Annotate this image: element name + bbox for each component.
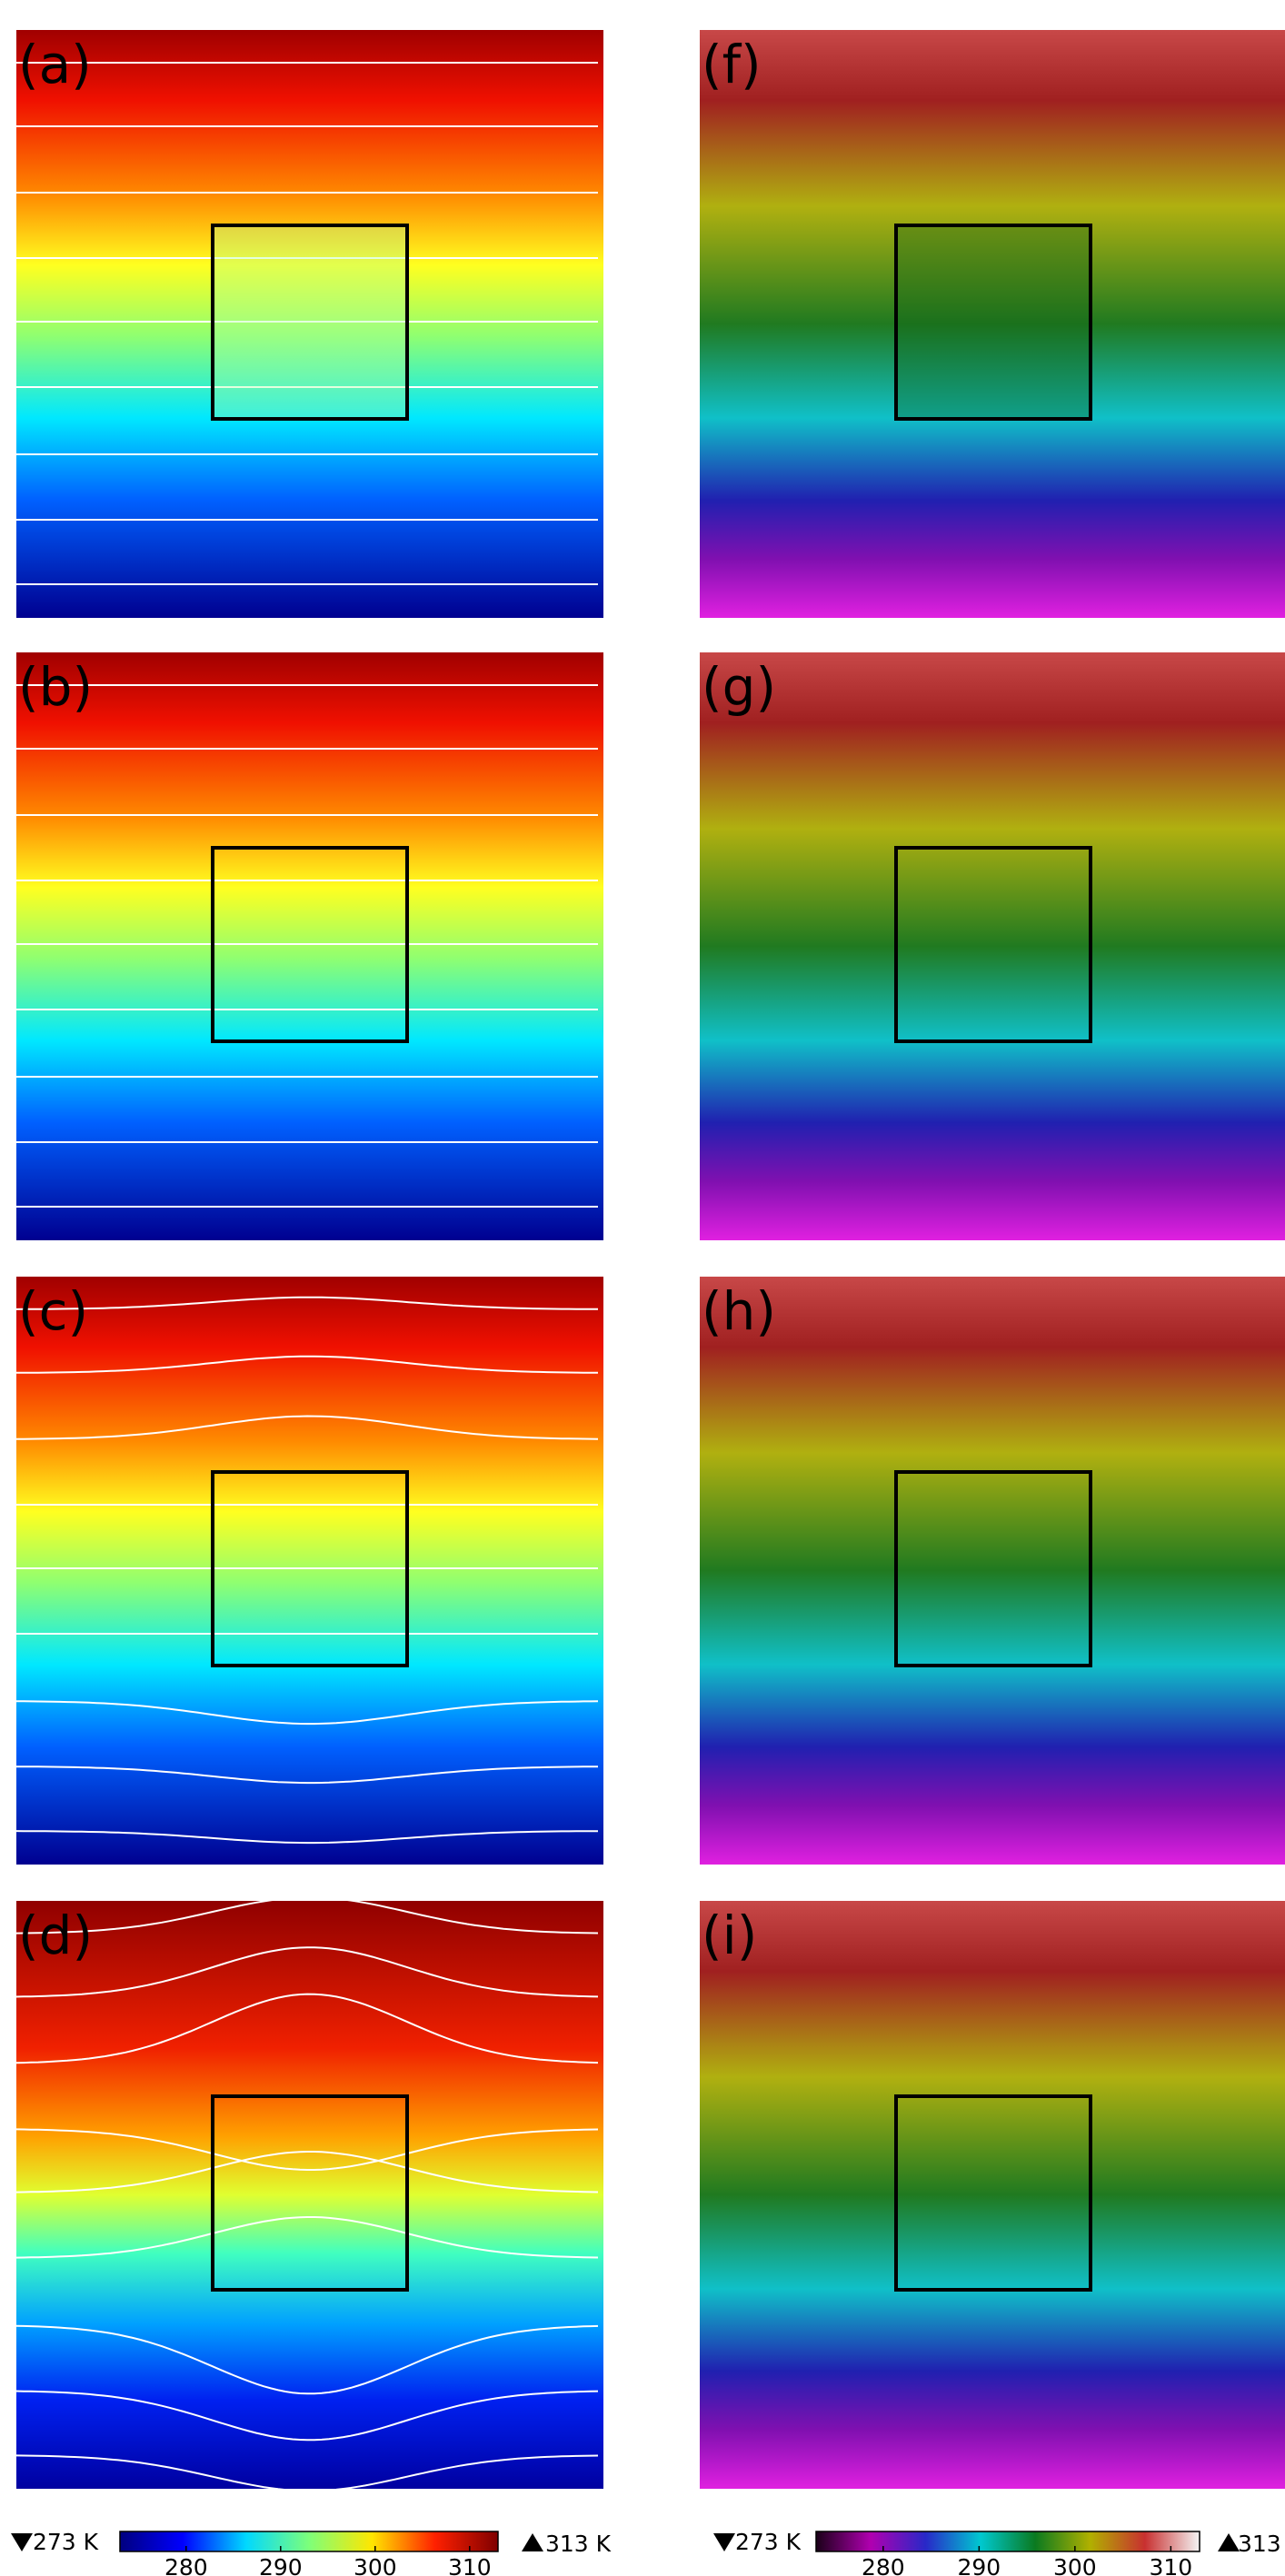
panel: (f)	[700, 30, 1285, 618]
panel-label: (c)	[18, 1280, 88, 1342]
max-label: 313	[1238, 2531, 1281, 2557]
under-triangle	[713, 2533, 735, 2551]
panel: (d)	[16, 1897, 603, 2491]
colorbar-tick-label: 280	[862, 2554, 905, 2576]
panel: (i)	[700, 1901, 1285, 2489]
temperature-field	[16, 1901, 603, 2489]
inclusion-region	[896, 225, 1091, 419]
min-label: 273 K	[735, 2529, 802, 2555]
panel: (c)	[16, 1277, 603, 1865]
panel: (h)	[700, 1277, 1285, 1865]
colorbar	[816, 2531, 1200, 2551]
panels: (a) (b) (c) (d) (f) (g) (h) (i)	[16, 30, 1285, 2491]
panel-label: (d)	[18, 1905, 93, 1966]
temperature-field	[16, 652, 603, 1240]
inclusion-region	[213, 225, 407, 419]
under-triangle	[11, 2533, 33, 2551]
over-triangle	[522, 2533, 543, 2551]
colorbar-tick-label: 310	[448, 2554, 492, 2576]
panel-label: (i)	[702, 1905, 757, 1966]
temperature-field	[700, 652, 1285, 1240]
panel: (a)	[16, 30, 603, 618]
colorbar-tick-label: 290	[259, 2554, 303, 2576]
colorbar	[120, 2531, 498, 2551]
panel-label: (a)	[18, 34, 92, 95]
colorbar-tick-label: 290	[957, 2554, 1001, 2576]
panel-label: (b)	[18, 656, 93, 718]
colorbar-tick-label: 310	[1149, 2554, 1192, 2576]
colorbar-tick-label: 280	[164, 2554, 208, 2576]
colorbar-tick-label: 300	[1053, 2554, 1097, 2576]
colorbar-tick-label: 300	[354, 2554, 397, 2576]
max-label: 313 K	[545, 2531, 612, 2557]
figure: (a) (b) (c) (d) (f) (g) (h) (i) 273 K 313 K 280 29…	[0, 0, 1285, 2576]
temperature-field	[16, 1277, 603, 1865]
panel: (b)	[16, 652, 603, 1240]
panel-label: (g)	[702, 656, 776, 718]
over-triangle	[1218, 2533, 1240, 2551]
colorbars: 273 K 313 K 280 290 300 310 273 K 313 280 290 300 3…	[11, 2529, 1281, 2576]
panel: (g)	[700, 652, 1285, 1240]
temperature-field	[700, 1277, 1285, 1865]
temperature-field	[700, 1901, 1285, 2489]
min-label: 273 K	[33, 2529, 99, 2555]
panel-label: (f)	[702, 34, 762, 95]
panel-label: (h)	[702, 1280, 776, 1342]
